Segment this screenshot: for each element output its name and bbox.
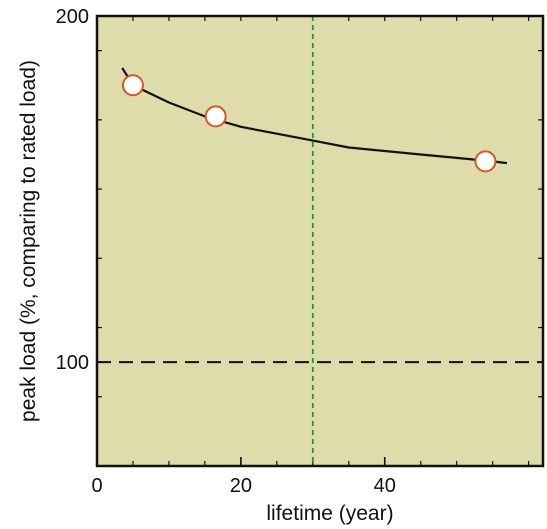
y-tick-label: 100: [56, 352, 89, 374]
x-tick-label: 0: [91, 475, 102, 497]
data-point-marker: [121, 74, 144, 97]
reference-lines: [97, 16, 543, 466]
series-layer: [121, 67, 508, 173]
tick-layer: 0 20 40 100 200: [56, 6, 396, 497]
y-axis-label: peak load (%, comparing to rated load): [17, 60, 40, 422]
y-tick-label: 200: [56, 6, 89, 28]
x-axis-label: lifetime (year): [266, 502, 393, 525]
x-tick-label: 20: [230, 475, 252, 497]
plot-frame: [95, 14, 545, 468]
x-tick-label: 40: [374, 475, 396, 497]
data-point-marker: [474, 150, 497, 173]
plot-area: [97, 16, 543, 466]
data-point-marker: [204, 105, 227, 128]
trend-curve: [121, 67, 508, 165]
